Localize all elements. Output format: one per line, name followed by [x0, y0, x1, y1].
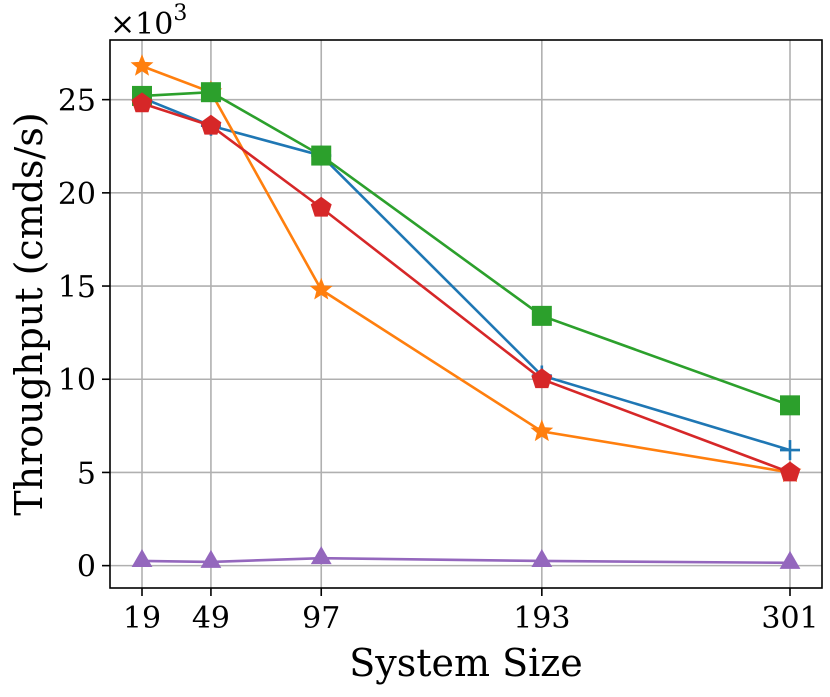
series-orange-star [130, 54, 802, 483]
data-point-green-square [531, 305, 552, 326]
series-red-pentagon [131, 92, 801, 482]
data-point-red-pentagon [531, 368, 553, 389]
data-point-red-pentagon [131, 92, 153, 113]
series-line-green-square [141, 90, 791, 407]
x-tick-label: 193 [513, 601, 570, 636]
data-point-purple-triangle [200, 549, 222, 568]
series-blue-plus [132, 87, 800, 461]
series-layer [130, 54, 802, 569]
data-point-red-pentagon [200, 114, 222, 135]
data-point-purple-triangle [779, 550, 801, 569]
series-line-orange-star [141, 64, 791, 474]
data-point-green-square [311, 145, 332, 166]
data-point-purple-triangle [531, 548, 553, 567]
data-point-orange-star [130, 54, 154, 76]
x-tick-label: 301 [761, 601, 818, 636]
plot-frame [109, 39, 823, 589]
data-point-purple-triangle [310, 546, 332, 565]
y-tick-label: 20 [58, 177, 96, 212]
series-purple-triangle [131, 546, 801, 569]
x-axis-title: System Size [349, 641, 583, 685]
data-point-orange-star [530, 419, 554, 442]
y-tick-label: 25 [58, 84, 96, 119]
data-point-purple-triangle [131, 548, 153, 567]
y-tick-label: 10 [58, 363, 96, 398]
series-line-purple-triangle [141, 556, 791, 565]
tick-layer: 19 49 97 193 301 0 5 10 15 20 25 [58, 84, 819, 636]
y-scale-exponent: 3 [173, 1, 187, 26]
y-tick-label: 0 [77, 550, 96, 585]
series-line-red-pentagon [141, 102, 791, 474]
data-point-green-square [200, 82, 221, 103]
data-point-blue-plus [780, 440, 800, 461]
data-point-red-pentagon [779, 461, 801, 482]
x-tick-label: 97 [302, 601, 340, 636]
data-point-red-pentagon [310, 196, 332, 217]
x-tick-label: 19 [123, 601, 161, 636]
data-point-orange-star [309, 277, 333, 300]
y-scale-label: ×103 [110, 1, 187, 42]
series-line-blue-plus [141, 96, 791, 452]
x-tick-label: 49 [192, 601, 230, 636]
series-green-square [132, 82, 800, 416]
y-tick-label: 15 [58, 270, 96, 305]
data-point-green-square [780, 395, 800, 416]
y-tick-label: 5 [77, 456, 96, 491]
y-axis-title: Throughput (cmds/s) [7, 112, 51, 515]
